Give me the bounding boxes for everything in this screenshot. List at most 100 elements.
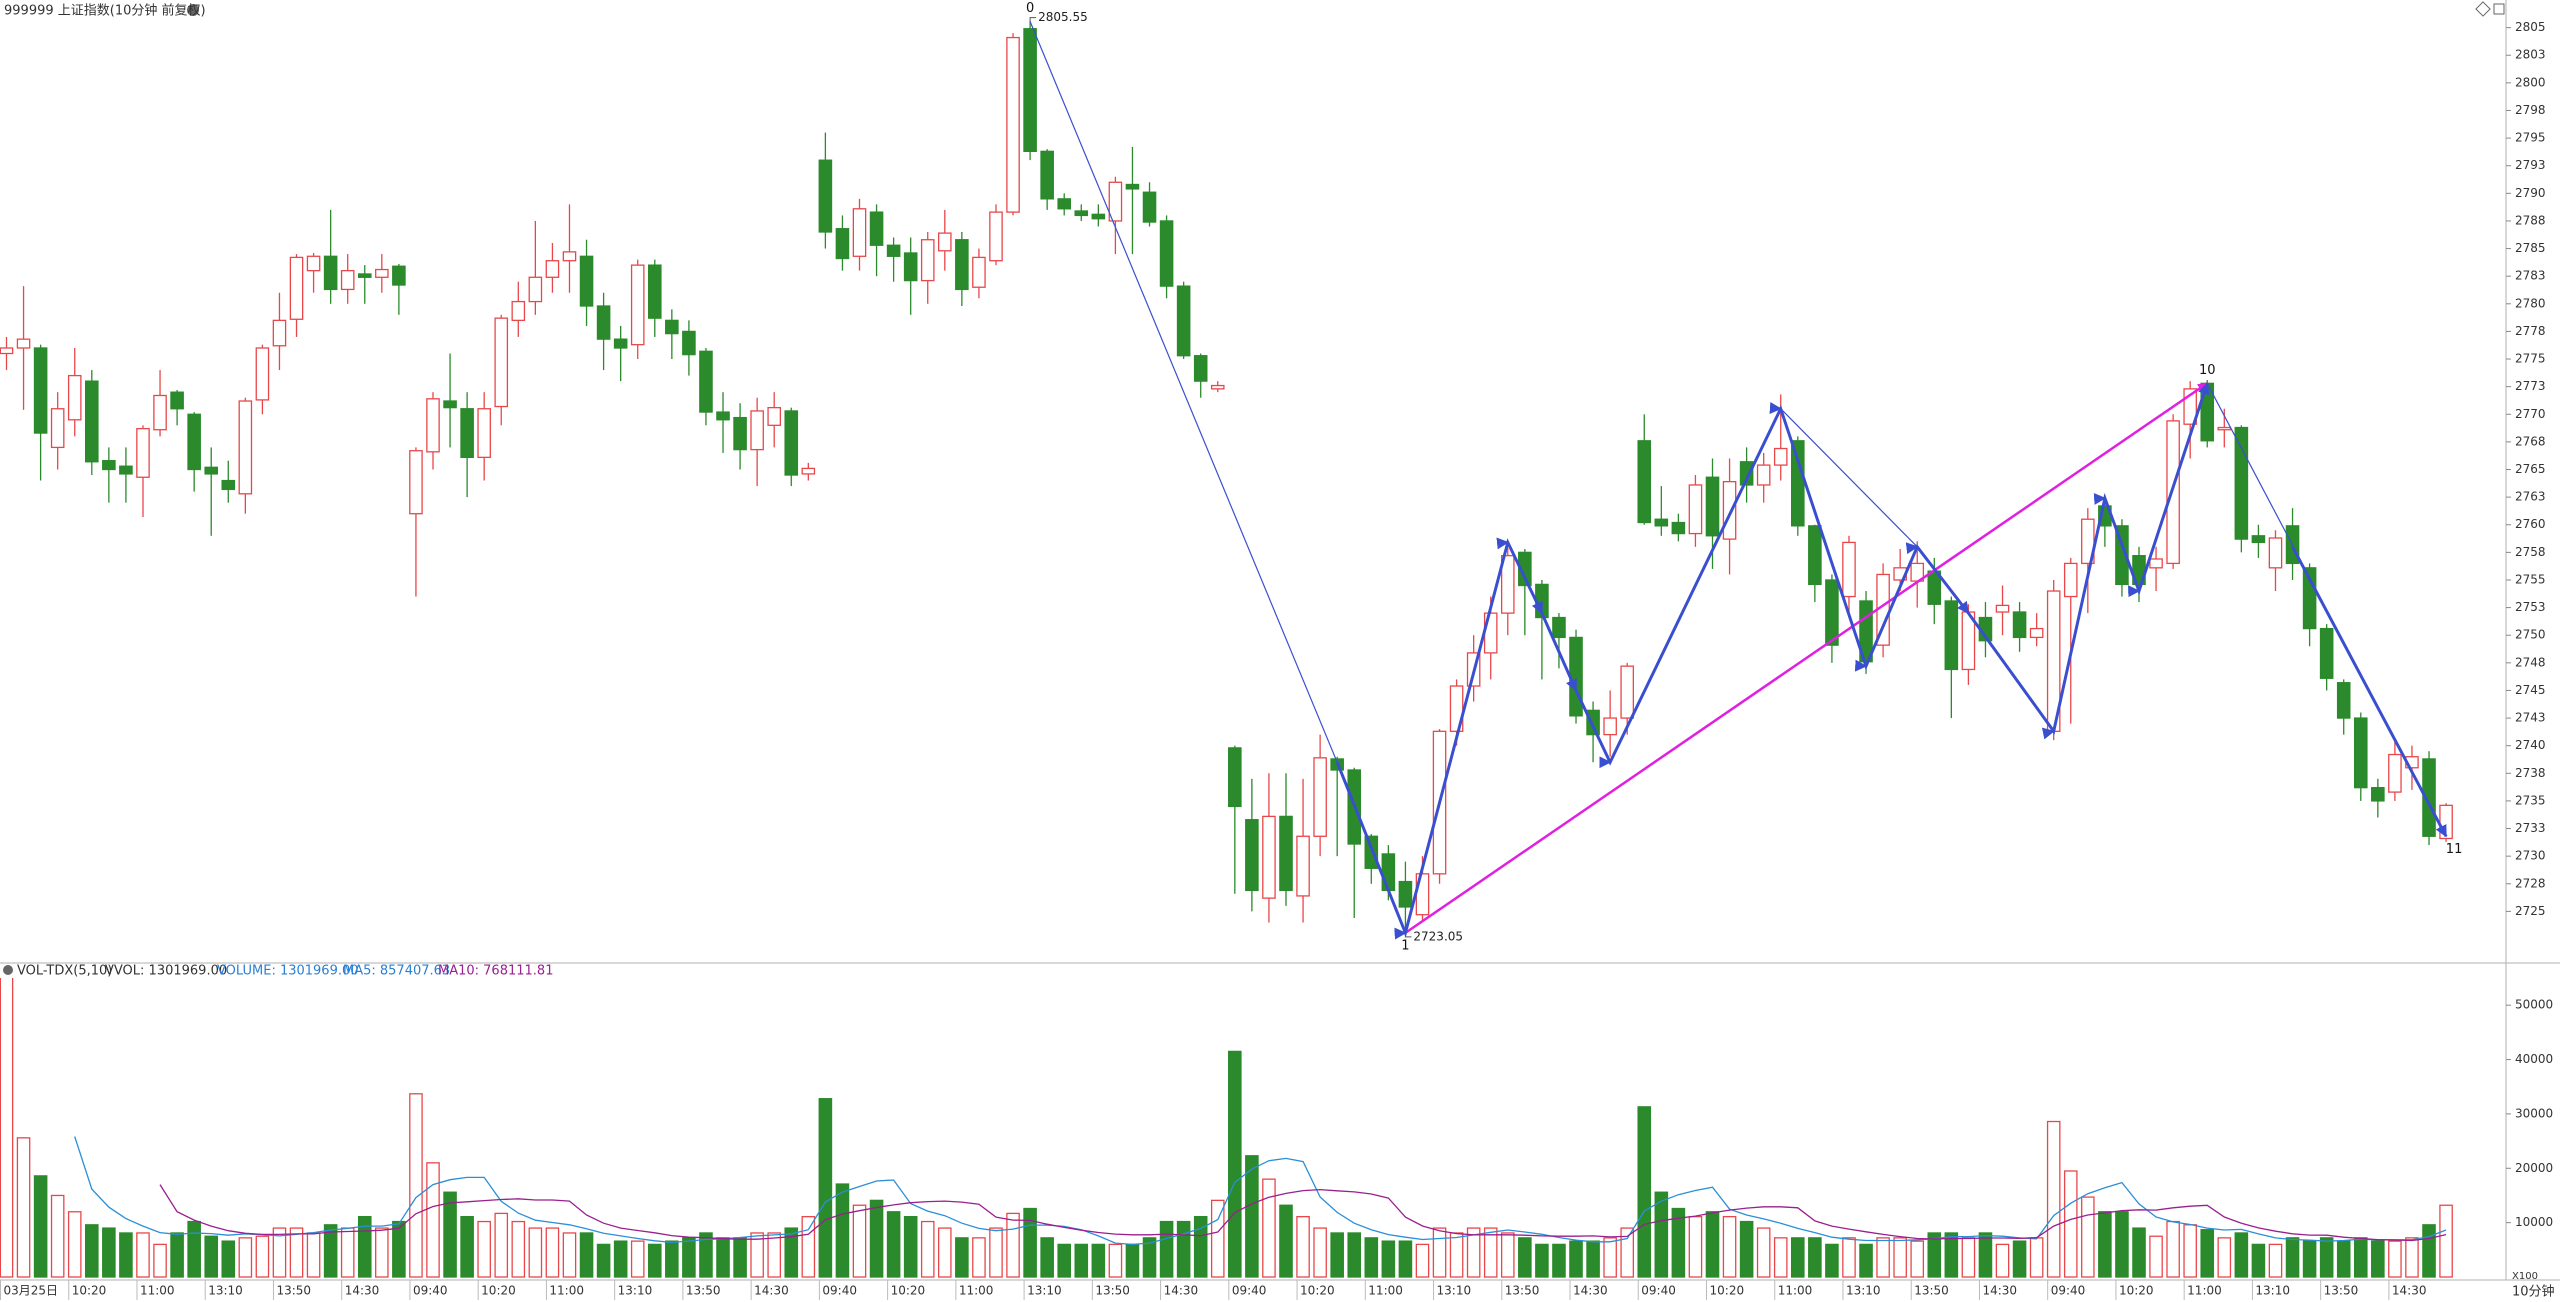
volume-bar — [750, 1232, 764, 1278]
volume-bar — [1637, 1106, 1652, 1278]
candle-body — [2149, 558, 2163, 569]
y-tick-label: 2740 — [2515, 738, 2546, 752]
unit-label: X100 — [2512, 1271, 2538, 1282]
candle-body — [2063, 562, 2078, 598]
pivot-value: 2723.05 — [1413, 929, 1463, 943]
volume-bar — [2029, 1237, 2044, 1278]
candle-body — [2251, 535, 2266, 544]
candle-body — [323, 255, 338, 291]
volume-bar — [562, 1232, 577, 1278]
y-tick-label: 2795 — [2515, 131, 2546, 145]
volume-bar — [494, 1212, 509, 1278]
volume-bar — [443, 1191, 457, 1278]
candle-body — [375, 268, 389, 278]
candle-body — [1228, 747, 1242, 808]
x-tick-label: 11:00 — [2187, 1284, 2222, 1298]
y-tick-label: 2785 — [2515, 241, 2546, 255]
toolbar-icon[interactable] — [2493, 3, 2505, 15]
volume-bar — [716, 1237, 730, 1278]
volume-bar — [955, 1237, 969, 1278]
candle-body — [2029, 627, 2044, 639]
volume-bar — [1586, 1240, 1600, 1278]
volume-bar — [1091, 1243, 1106, 1278]
x-tick-label: 11:00 — [1368, 1284, 1403, 1298]
candle-body — [409, 450, 423, 515]
volume-bar — [1893, 1237, 1907, 1278]
volume-bar — [1688, 1216, 1703, 1278]
candle-body — [306, 255, 321, 272]
y-tick-label: 30000 — [2515, 1106, 2553, 1120]
volume-bar — [1313, 1227, 1327, 1278]
volume-bar — [2063, 1170, 2078, 1278]
legend-entry: MA5: 857407.63 — [343, 964, 450, 979]
volume-bar — [2268, 1243, 2283, 1278]
volume-bar — [835, 1183, 850, 1278]
x-tick-label: 09:40 — [822, 1284, 857, 1298]
x-tick-label: 13:50 — [686, 1284, 721, 1298]
candle-body — [2268, 537, 2283, 569]
volume-bar — [920, 1220, 935, 1278]
volume-bar — [1569, 1240, 1583, 1278]
candle-body — [1006, 36, 1020, 213]
candle-body — [67, 374, 82, 421]
volume-bar — [2132, 1227, 2146, 1278]
volume-bar — [818, 1098, 833, 1278]
volume-bar — [886, 1211, 901, 1278]
x-tick-label: 13:50 — [276, 1284, 311, 1298]
candle-body — [835, 228, 850, 260]
ma-line — [159, 1184, 2447, 1242]
x-tick-label: 13:10 — [1846, 1284, 1881, 1298]
y-tick-label: 2760 — [2515, 517, 2546, 531]
y-tick-label: 2773 — [2515, 379, 2546, 393]
volume-bar — [2183, 1224, 2197, 1278]
x-tick-label: 14:30 — [754, 1284, 789, 1298]
candle-body — [818, 159, 833, 233]
y-tick-label: 2733 — [2515, 821, 2546, 835]
candle-body — [1023, 28, 1037, 152]
volume-bar — [852, 1204, 867, 1278]
candle-body — [1552, 616, 1566, 639]
candle-body — [426, 398, 440, 453]
volume-bar — [255, 1235, 270, 1278]
candle-body — [630, 264, 645, 346]
volume-bar — [392, 1220, 406, 1278]
x-tick-label: 03月25日 — [4, 1284, 59, 1298]
candle-body — [955, 239, 969, 291]
volume-bar — [2149, 1235, 2163, 1278]
indicator-icon[interactable] — [3, 965, 13, 975]
candle-body — [460, 408, 474, 459]
candle-body — [136, 427, 150, 478]
candle-body — [1262, 815, 1276, 899]
candle-body — [801, 467, 816, 475]
volume-bar — [989, 1227, 1003, 1278]
volume-bar — [596, 1243, 611, 1278]
candle-body — [528, 276, 543, 303]
volume-bar — [2234, 1232, 2249, 1278]
volume-bar — [1176, 1220, 1191, 1278]
candle-body — [1944, 600, 1959, 671]
volume-bar — [1518, 1237, 1532, 1278]
legend-entry: MA10: 768111.81 — [438, 964, 553, 979]
x-tick-label: 14:30 — [1164, 1284, 1199, 1298]
volume-bar — [187, 1220, 201, 1278]
y-tick-label: 2805 — [2515, 20, 2546, 34]
toolbar-icon[interactable] — [2475, 1, 2491, 17]
candle-body — [1159, 220, 1174, 287]
candle-body — [2388, 753, 2402, 793]
volume-bar — [1739, 1220, 1754, 1278]
volume-bar — [1756, 1227, 1771, 1278]
x-tick-label: 09:40 — [413, 1284, 448, 1298]
volume-bar — [1108, 1243, 1123, 1278]
menu-icon[interactable] — [187, 4, 199, 16]
volume-bar — [289, 1227, 304, 1278]
y-tick-label: 2800 — [2515, 75, 2546, 89]
candle-body — [579, 255, 594, 307]
candle-body — [545, 260, 560, 278]
candle-body — [1671, 521, 1686, 535]
interval-label[interactable]: 10分钟 — [2512, 1284, 2555, 1300]
candle-body — [869, 211, 884, 246]
volume-bar — [801, 1216, 816, 1278]
candle-body — [1040, 150, 1054, 200]
